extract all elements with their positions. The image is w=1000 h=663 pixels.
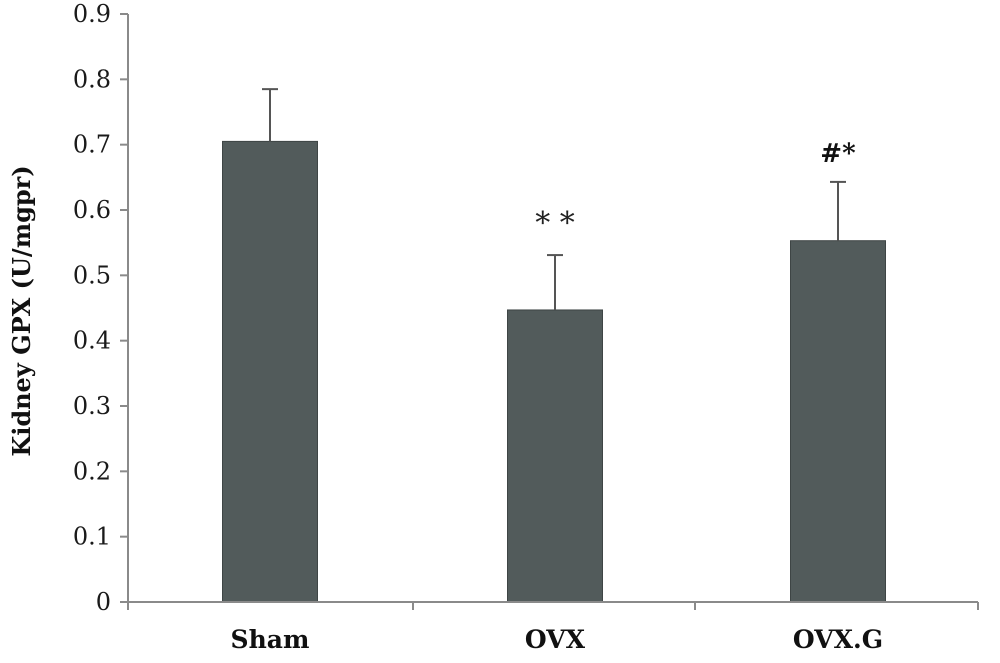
y-tick-label: 0.5 bbox=[73, 261, 111, 289]
bar-ovx bbox=[507, 309, 603, 603]
y-tick-label: 0.7 bbox=[73, 131, 111, 159]
bar-sham bbox=[222, 140, 318, 603]
significance-annotations: * * #* bbox=[535, 139, 856, 241]
y-tick-label: 0 bbox=[96, 588, 111, 616]
y-tick-label: 0.8 bbox=[73, 65, 111, 93]
x-category-label: OVX bbox=[525, 625, 586, 654]
y-tick-label: 0.2 bbox=[73, 457, 111, 485]
y-axis-ticks: 0 0.1 0.2 0.3 0.4 0.5 0.6 0.7 0.8 0.9 bbox=[73, 0, 979, 616]
bar-ovx-g bbox=[790, 240, 886, 603]
y-axis-label: Kidney GPX (U/mgpr) bbox=[7, 165, 36, 456]
axes bbox=[127, 14, 978, 603]
x-category-label: Sham bbox=[231, 625, 310, 654]
x-category-label: OVX.G bbox=[793, 625, 883, 654]
significance-marker: #* bbox=[820, 139, 856, 169]
x-axis-labels: Sham OVX OVX.G bbox=[231, 625, 884, 654]
y-tick-label: 0.9 bbox=[73, 0, 111, 28]
significance-marker: * * bbox=[535, 206, 575, 241]
y-tick-label: 0.6 bbox=[73, 196, 111, 224]
y-tick-label: 0.3 bbox=[73, 392, 111, 420]
y-tick-label: 0.1 bbox=[73, 523, 111, 551]
bars bbox=[222, 88, 886, 603]
y-tick-label: 0.4 bbox=[73, 327, 111, 355]
